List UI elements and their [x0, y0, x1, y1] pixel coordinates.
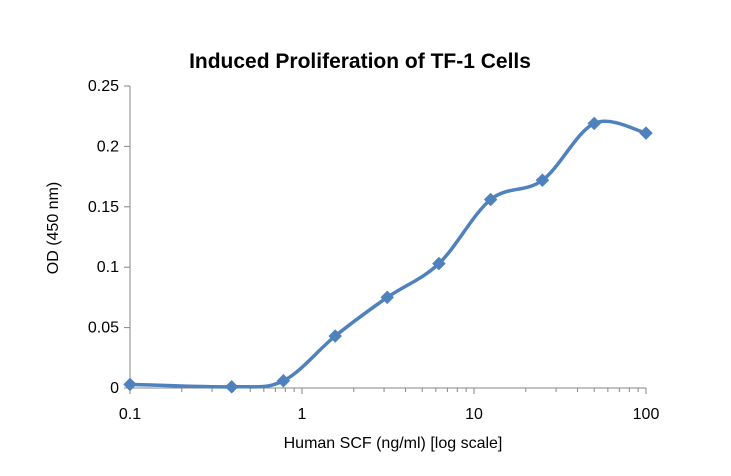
x-ticks: 0.1 1 10 100: [119, 388, 660, 423]
y-tick-label: 0.25: [88, 78, 119, 95]
y-axis-title: OD (450 nm): [45, 182, 62, 274]
x-tick-label: 10: [465, 406, 483, 423]
series-group: [123, 116, 653, 394]
x-tick-label: 1: [298, 406, 307, 423]
chart-title: Induced Proliferation of TF-1 Cells: [189, 50, 531, 73]
data-point-marker: [587, 116, 602, 131]
x-tick-label: 0.1: [119, 406, 141, 423]
y-ticks: 0 0.05 0.1 0.15 0.2 0.25: [88, 78, 130, 397]
y-tick-label: 0: [110, 380, 119, 397]
x-axis-title: Human SCF (ng/ml) [log scale]: [284, 435, 503, 452]
y-tick-label: 0.05: [88, 320, 119, 337]
data-point-marker: [328, 329, 343, 343]
data-point-marker: [432, 256, 446, 271]
axes: [129, 86, 646, 389]
series-line: [129, 119, 647, 389]
data-point-marker: [535, 173, 550, 188]
data-point-marker: [380, 290, 395, 305]
data-point-marker: [224, 379, 239, 394]
y-tick-label: 0.15: [88, 199, 119, 216]
data-point-marker: [639, 126, 653, 140]
y-tick-label: 0.1: [97, 259, 119, 276]
data-point-marker: [123, 377, 137, 392]
data-point-marker: [483, 192, 498, 207]
x-tick-label: 100: [633, 406, 660, 423]
data-point-marker: [276, 373, 291, 388]
y-tick-label: 0.2: [97, 138, 119, 155]
